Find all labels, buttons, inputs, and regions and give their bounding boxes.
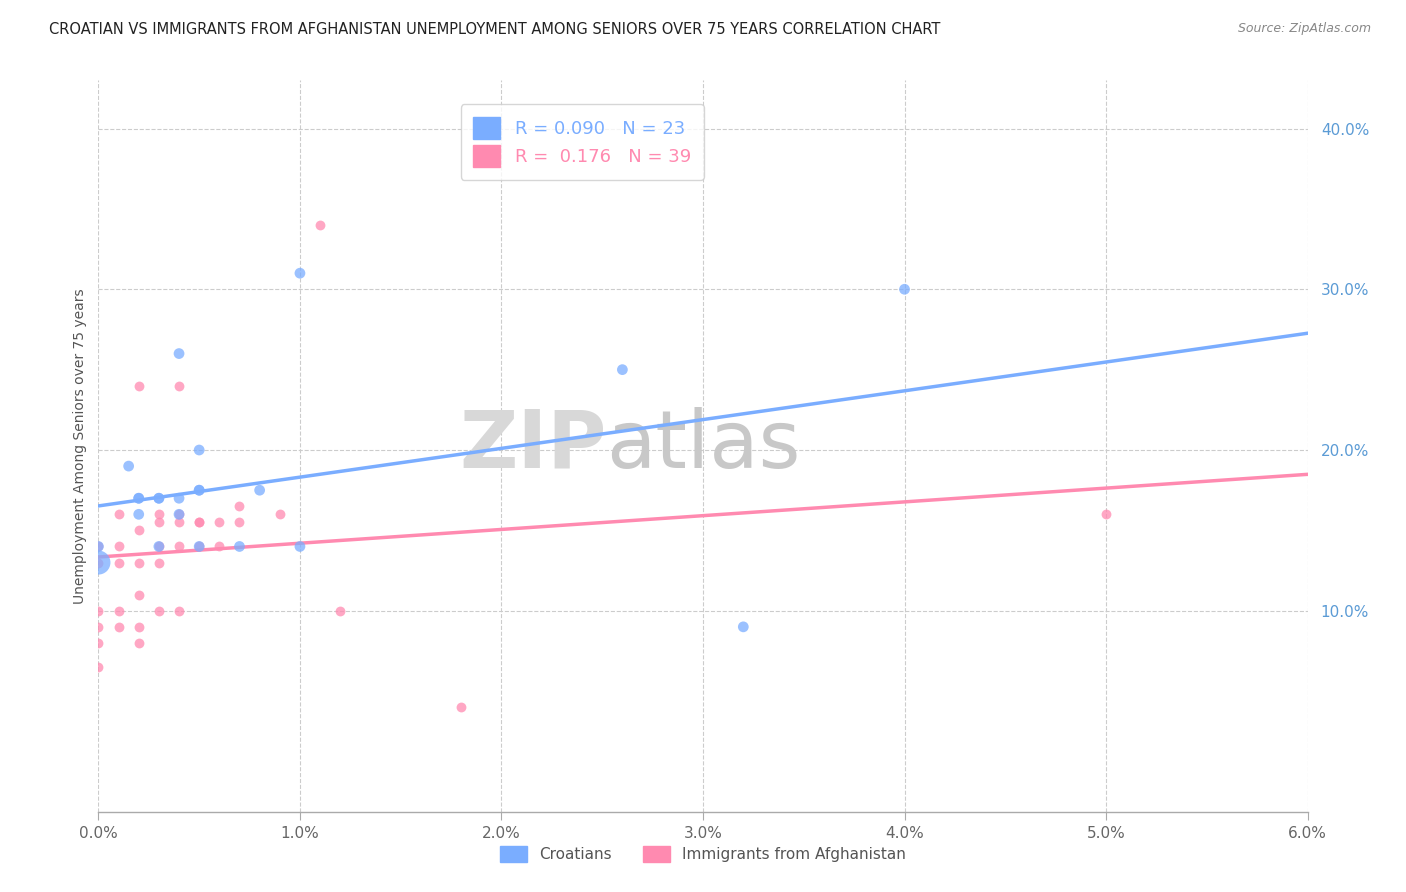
Point <box>228 500 250 514</box>
Point <box>87 660 110 674</box>
Point <box>107 540 129 554</box>
Point <box>188 540 211 554</box>
Point <box>148 508 170 522</box>
Point <box>107 620 129 634</box>
Point <box>128 491 150 506</box>
Point <box>208 516 231 530</box>
Legend: Croatians, Immigrants from Afghanistan: Croatians, Immigrants from Afghanistan <box>492 838 914 870</box>
Point <box>87 556 110 570</box>
Point <box>128 378 150 392</box>
Point <box>87 604 110 618</box>
Point <box>87 540 110 554</box>
Point <box>167 378 190 392</box>
Point <box>450 700 472 714</box>
Point <box>148 556 170 570</box>
Point <box>128 588 150 602</box>
Point <box>733 620 755 634</box>
Point <box>87 556 110 570</box>
Point <box>148 491 170 506</box>
Point <box>148 491 170 506</box>
Text: ZIP: ZIP <box>458 407 606 485</box>
Point <box>893 282 915 296</box>
Point <box>188 443 211 458</box>
Point <box>167 604 190 618</box>
Point <box>228 516 250 530</box>
Point <box>128 491 150 506</box>
Point <box>288 266 311 280</box>
Point <box>128 524 150 538</box>
Point <box>87 620 110 634</box>
Point <box>87 636 110 650</box>
Point <box>188 516 211 530</box>
Point <box>329 604 352 618</box>
Point <box>269 508 291 522</box>
Point <box>128 636 150 650</box>
Point <box>107 508 129 522</box>
Point <box>228 540 250 554</box>
Point <box>148 540 170 554</box>
Point <box>148 516 170 530</box>
Point <box>87 540 110 554</box>
Point <box>188 483 211 498</box>
Text: Source: ZipAtlas.com: Source: ZipAtlas.com <box>1237 22 1371 36</box>
Point <box>167 346 190 360</box>
Point <box>167 508 190 522</box>
Point <box>107 604 129 618</box>
Point <box>128 508 150 522</box>
Point <box>148 604 170 618</box>
Point <box>128 556 150 570</box>
Point <box>188 483 211 498</box>
Point <box>612 362 634 376</box>
Point <box>1095 508 1118 522</box>
Point <box>288 540 311 554</box>
Point <box>188 540 211 554</box>
Point <box>128 620 150 634</box>
Y-axis label: Unemployment Among Seniors over 75 years: Unemployment Among Seniors over 75 years <box>73 288 87 604</box>
Point <box>148 540 170 554</box>
Point <box>167 516 190 530</box>
Point <box>167 508 190 522</box>
Point <box>167 491 190 506</box>
Text: atlas: atlas <box>606 407 800 485</box>
Point <box>118 459 141 474</box>
Point <box>107 556 129 570</box>
Point <box>309 218 332 232</box>
Point <box>188 516 211 530</box>
Point <box>167 540 190 554</box>
Text: CROATIAN VS IMMIGRANTS FROM AFGHANISTAN UNEMPLOYMENT AMONG SENIORS OVER 75 YEARS: CROATIAN VS IMMIGRANTS FROM AFGHANISTAN … <box>49 22 941 37</box>
Point <box>249 483 271 498</box>
Point <box>208 540 231 554</box>
